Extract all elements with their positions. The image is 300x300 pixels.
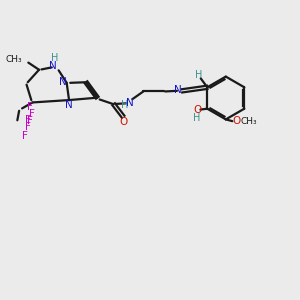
Text: H: H: [121, 100, 128, 110]
Text: CH₃: CH₃: [5, 55, 22, 64]
Text: N: N: [49, 61, 56, 71]
Text: O: O: [233, 116, 241, 126]
Text: H: H: [51, 53, 59, 64]
Text: CH₃: CH₃: [241, 117, 258, 126]
Text: F: F: [25, 122, 31, 132]
Text: N: N: [174, 85, 182, 95]
Text: F: F: [29, 109, 34, 119]
Text: F: F: [25, 115, 31, 125]
Text: O: O: [193, 105, 201, 115]
Text: F: F: [28, 102, 33, 112]
Text: N: N: [59, 76, 67, 87]
Text: N: N: [126, 98, 134, 108]
Text: H: H: [194, 113, 201, 124]
Text: F: F: [28, 116, 33, 126]
Text: F: F: [22, 131, 28, 141]
Text: H: H: [195, 70, 203, 80]
Text: O: O: [119, 117, 127, 127]
Text: N: N: [65, 100, 73, 110]
